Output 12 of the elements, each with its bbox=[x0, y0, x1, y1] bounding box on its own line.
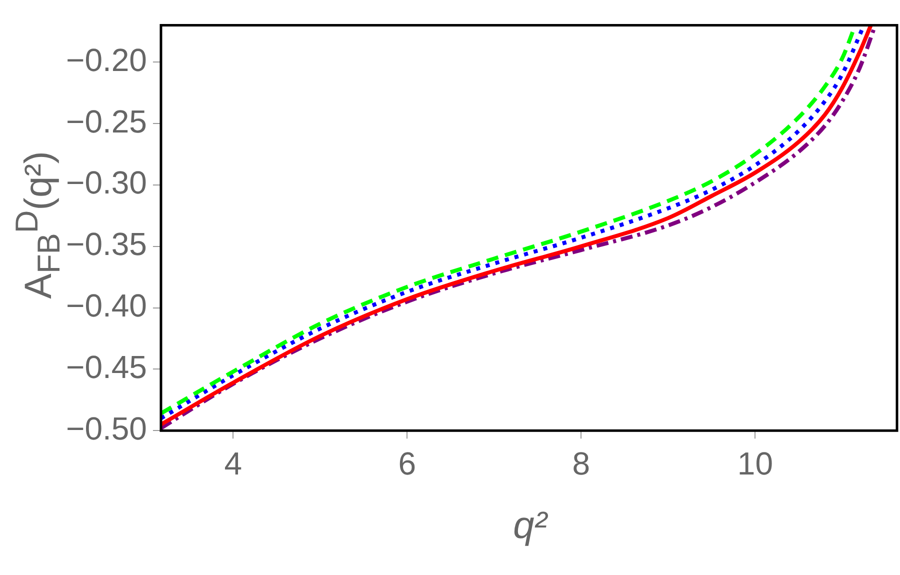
x-tick-label: 8 bbox=[572, 446, 590, 482]
x-tick-label: 4 bbox=[224, 446, 242, 482]
y-tick-label: −0.30 bbox=[66, 164, 147, 201]
x-tick-label: 10 bbox=[737, 446, 773, 482]
y-tick-label: −0.20 bbox=[66, 42, 147, 78]
y-tick-label: −0.50 bbox=[66, 410, 147, 446]
y-tick-label: −0.45 bbox=[66, 349, 147, 386]
x-tick-label: 6 bbox=[398, 446, 416, 482]
x-axis-title: q² bbox=[512, 505, 549, 548]
y-tick-label: −0.35 bbox=[66, 226, 147, 262]
y-tick-label: −0.40 bbox=[66, 288, 147, 324]
y-tick-label: −0.25 bbox=[66, 103, 147, 140]
